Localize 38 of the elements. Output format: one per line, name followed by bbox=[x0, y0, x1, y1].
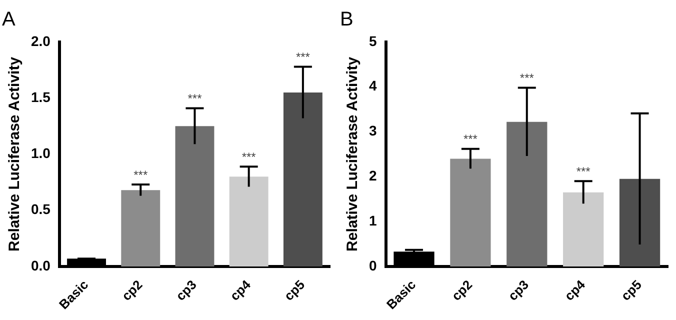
y-tick-label: 2 bbox=[368, 168, 377, 184]
bar bbox=[229, 176, 268, 266]
chart-title: B bbox=[340, 8, 354, 31]
bar bbox=[450, 158, 491, 266]
x-tick-label: cp5 bbox=[281, 277, 308, 304]
data-label: *** bbox=[520, 71, 534, 86]
x-tick-label: cp4 bbox=[227, 276, 254, 304]
data-label: *** bbox=[188, 92, 202, 106]
x-tick-label: cp2 bbox=[118, 277, 146, 304]
bar bbox=[563, 192, 604, 266]
y-tick-label: 3 bbox=[368, 122, 377, 139]
bar bbox=[175, 126, 214, 266]
y-tick-label: 1.0 bbox=[30, 145, 51, 162]
y-tick-label: 0.0 bbox=[30, 257, 51, 274]
y-tick-label: 1 bbox=[368, 212, 377, 228]
y-tick-label: 0.5 bbox=[30, 201, 51, 218]
data-label: *** bbox=[463, 132, 478, 146]
data-label: *** bbox=[576, 164, 591, 178]
y-axis-title: Relative Luciferase Activity bbox=[6, 56, 24, 252]
data-label: *** bbox=[296, 50, 310, 64]
y-tick-label: 2.0 bbox=[30, 32, 51, 49]
x-tick-label: cp5 bbox=[618, 277, 644, 304]
bar bbox=[619, 178, 660, 266]
y-tick-label: 5 bbox=[368, 32, 377, 49]
y-tick-label: 1.5 bbox=[30, 88, 51, 105]
x-tick-label: cp2 bbox=[448, 277, 476, 304]
bar bbox=[121, 190, 160, 266]
chart-title: A bbox=[2, 8, 16, 31]
data-label: *** bbox=[242, 150, 256, 164]
bar bbox=[506, 122, 548, 266]
y-tick-label: 0 bbox=[368, 257, 377, 274]
bar bbox=[283, 92, 322, 266]
x-tick-label: cp4 bbox=[562, 276, 589, 304]
y-tick-label: 4 bbox=[368, 78, 377, 94]
x-tick-label: cp3 bbox=[172, 277, 200, 304]
y-axis-title: Relative Luciferase Activity bbox=[344, 56, 362, 252]
data-label: *** bbox=[134, 168, 148, 182]
x-tick-label: cp3 bbox=[505, 277, 532, 304]
